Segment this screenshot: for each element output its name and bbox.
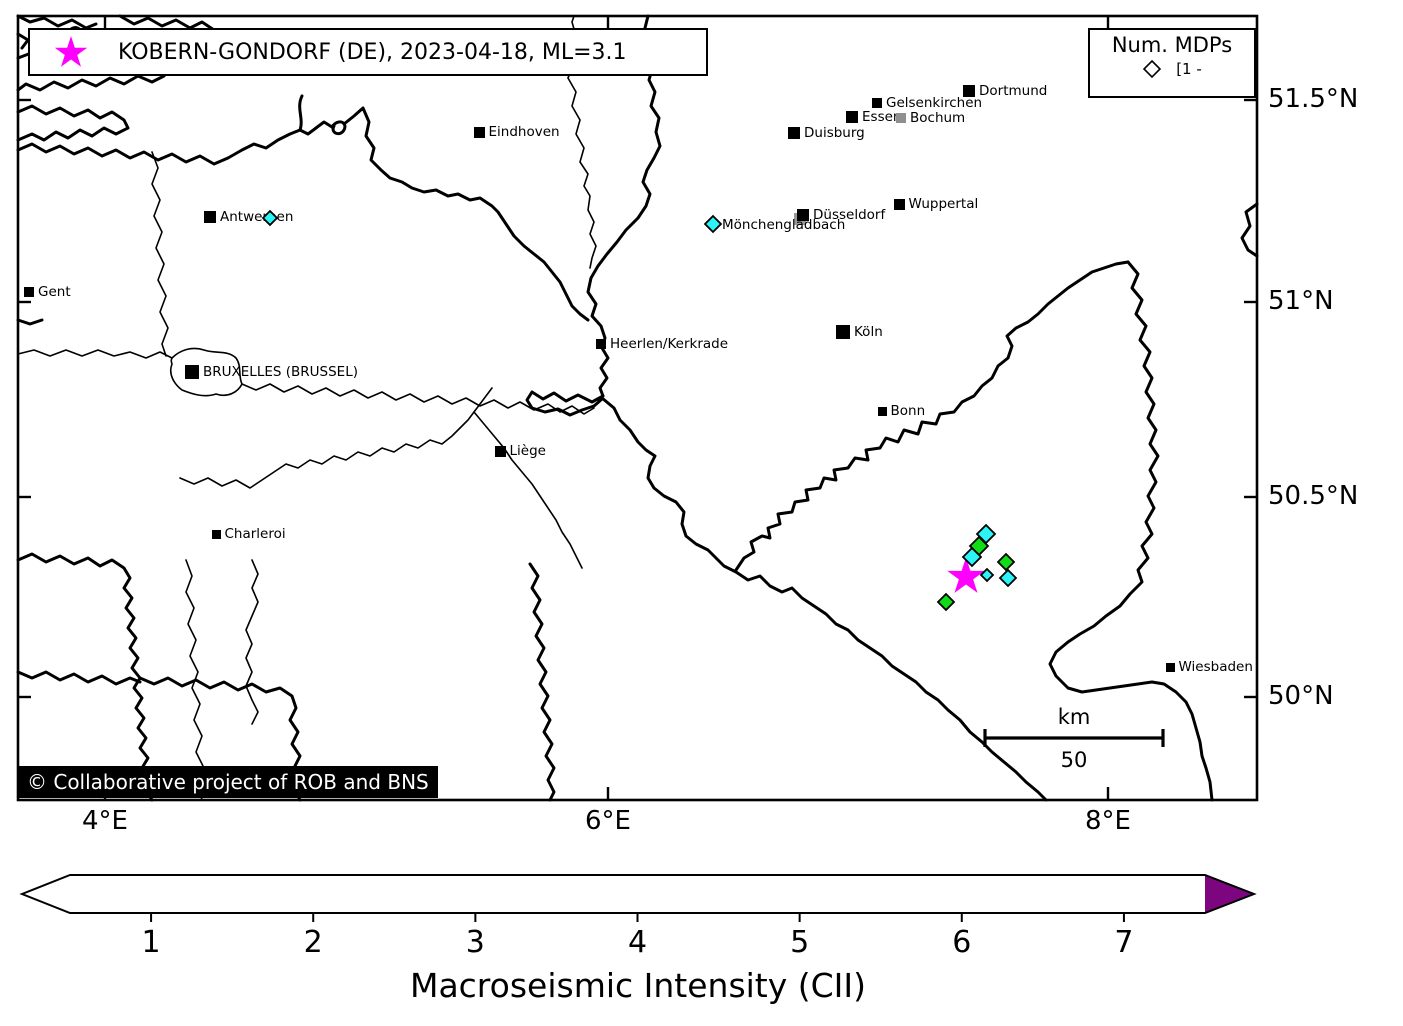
border-nrw-east (736, 262, 1128, 570)
city-label: Antwerpen (220, 208, 293, 226)
city-label: Mönchengladbach (722, 216, 845, 234)
border-de-be-south (602, 398, 736, 572)
border-lux (530, 564, 554, 800)
lat-label: 50.5°N (1268, 481, 1358, 511)
lon-label: 4°E (45, 806, 165, 836)
colorbar-title: Macroseismic Intensity (CII) (22, 966, 1254, 1005)
scale-bar: km 50 (985, 705, 1163, 772)
border-be-nl-west (18, 122, 332, 164)
lat-label: 51.5°N (1268, 84, 1358, 114)
city-label: Dortmund (979, 82, 1047, 100)
colorbar-tick-label: 2 (283, 925, 343, 960)
lat-label: 51°N (1268, 286, 1334, 316)
border-fr-be (18, 554, 152, 800)
event-title-box: KOBERN-GONDORF (DE), 2023-04-18, ML=3.1 (28, 28, 708, 76)
lon-label: 8°E (1048, 806, 1168, 836)
city-label: Duisburg (804, 124, 865, 142)
map-frame (18, 16, 1257, 800)
event-title: KOBERN-GONDORF (DE), 2023-04-18, ML=3.1 (118, 40, 627, 65)
scale-bar-unit: km (1058, 705, 1091, 729)
figure: km50 EindhovenDortmundGelsenkirchenEssen… (0, 0, 1403, 1026)
mdp-legend-title: Num. MDPs (1090, 33, 1254, 57)
city-marker (894, 199, 905, 210)
coastline-2 (18, 106, 128, 140)
colorbar-outline (22, 875, 1254, 913)
mdp-marker (938, 594, 954, 610)
city-label: Eindhoven (489, 123, 560, 141)
map-canvas: km 50 (0, 0, 1403, 855)
city-marker (788, 127, 800, 139)
region-be-7 (152, 152, 168, 356)
marker-layer (0, 0, 1403, 855)
colorbar-tick-label: 7 (1094, 925, 1154, 960)
city-marker (878, 407, 887, 416)
mdp-diamond-icon (1142, 59, 1162, 79)
mdp-marker (1000, 570, 1016, 586)
city-marker (495, 446, 506, 457)
lon-label: 6°E (548, 806, 668, 836)
country-borders (18, 16, 1257, 800)
colorbar-under-arrow (22, 875, 70, 913)
city-marker (1166, 663, 1175, 672)
border-de-diagonal (736, 572, 1046, 800)
region-be-4 (474, 412, 582, 568)
city-marker (24, 287, 34, 297)
scale-bar-value: 50 (1061, 748, 1088, 772)
city-marker (872, 98, 882, 108)
colorbar-tick-label: 4 (608, 925, 668, 960)
region-be-2 (242, 384, 594, 414)
city-marker (836, 325, 850, 339)
mdp-marker (977, 525, 995, 543)
city-label: Charleroi (225, 525, 286, 543)
mdp-legend: Num. MDPs [1 - (1088, 28, 1256, 98)
city-label: Gent (38, 283, 71, 301)
city-label: Heerlen/Kerkrade (610, 335, 728, 353)
city-marker (846, 111, 858, 123)
epicenter-star-icon (48, 30, 94, 74)
mdp-marker (705, 216, 721, 232)
border-hessen (1050, 262, 1212, 800)
city-marker (204, 211, 216, 223)
epicenter-star (946, 556, 986, 594)
border-enclave-loop (332, 122, 345, 134)
city-label: Liège (510, 442, 546, 460)
city-label: Wuppertal (909, 195, 979, 213)
region-nl-2 (568, 78, 596, 268)
city-marker (896, 113, 906, 123)
border-de-be-hook (527, 392, 603, 415)
region-be-3 (180, 388, 492, 488)
mdp-marker (963, 548, 981, 566)
city-marker (596, 339, 606, 349)
lat-label: 50°N (1268, 681, 1334, 711)
mdp-legend-entry: [1 - (1176, 60, 1202, 78)
region-be-1 (18, 350, 172, 358)
colorbar-tick-label: 6 (932, 925, 992, 960)
intensity-colorbar (0, 855, 1403, 960)
border-top-curve (300, 96, 302, 130)
axis-ticks (18, 16, 1257, 800)
city-label: Köln (854, 323, 883, 341)
border-left-edge-branch (18, 672, 140, 684)
city-label: BRUXELLES (BRUSSEL) (203, 363, 358, 381)
colorbar-tick-label: 1 (121, 925, 181, 960)
border-right-hook (1242, 204, 1257, 256)
city-marker (185, 365, 199, 379)
gent-waterway (18, 320, 42, 324)
colorbar-over-arrow (1205, 875, 1254, 913)
copyright-note: © Collaborative project of ROB and BNS (18, 766, 438, 798)
colorbar-tick-label: 3 (445, 925, 505, 960)
region-be-6 (246, 560, 258, 724)
city-label: Bochum (910, 109, 965, 127)
mdp-marker (998, 554, 1014, 570)
colorbar-tick-label: 5 (770, 925, 830, 960)
city-label: Wiesbaden (1179, 658, 1253, 676)
city-label: Bonn (891, 402, 926, 420)
city-marker (474, 127, 485, 138)
mdp-marker (970, 537, 988, 555)
mdp-marker (981, 569, 993, 581)
region-be-5 (186, 560, 204, 800)
city-marker (212, 530, 221, 539)
